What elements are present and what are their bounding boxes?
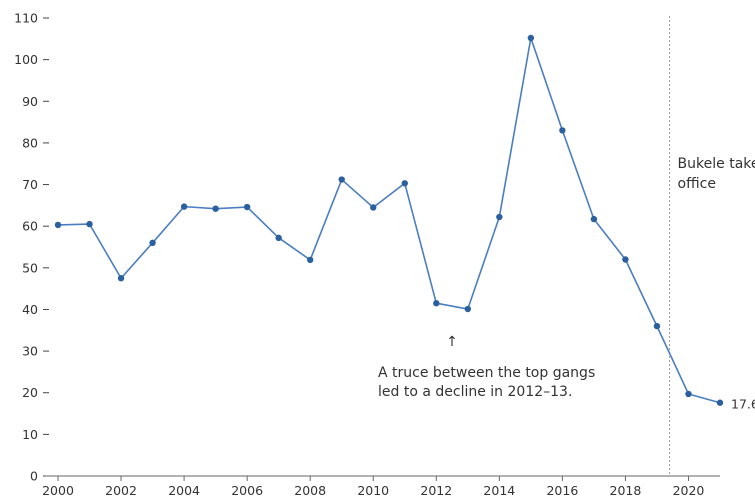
- y-tick-label: 40: [22, 302, 38, 317]
- x-axis: 2000 2002 2004 2006 2008 2010 2012 2014 2016 2018…: [42, 475, 720, 498]
- data-point: [496, 213, 503, 221]
- data-point: [212, 205, 219, 212]
- y-tick-label: 70: [22, 177, 38, 192]
- x-tick-label: 2002: [105, 483, 137, 498]
- data-point: [464, 305, 472, 313]
- data-point: [149, 239, 156, 247]
- data-point: [117, 275, 125, 282]
- y-tick-label: 90: [22, 94, 38, 109]
- x-tick-label: 2020: [673, 483, 705, 498]
- data-point: [275, 234, 282, 242]
- data-point: [401, 180, 408, 187]
- data-point: [306, 256, 314, 264]
- x-tick-label: 2006: [231, 483, 263, 498]
- y-tick-label: 50: [22, 260, 38, 275]
- y-axis: 0 10 20 30 40 50 60 70 80 90 100 110: [14, 11, 49, 484]
- data-point: [559, 127, 566, 134]
- bukele-marker-label: Bukele takes: [678, 156, 755, 172]
- annotation-arrow: ↑: [446, 334, 458, 350]
- data-point: [243, 203, 251, 211]
- y-tick-label: 10: [22, 427, 38, 442]
- data-point: [716, 399, 724, 406]
- y-tick-label: 80: [22, 135, 38, 150]
- data-point: [653, 322, 661, 330]
- data-point: [54, 221, 62, 229]
- annotation-layer: ↑ A truce between the top gangs led to a d…: [378, 334, 595, 400]
- data-point: [433, 300, 440, 307]
- y-tick-label: 100: [14, 52, 38, 67]
- bukele-marker-label: office: [678, 176, 716, 192]
- y-tick-label: 60: [22, 219, 38, 234]
- x-tick-label: 2014: [483, 483, 515, 498]
- x-tick-label: 2018: [610, 483, 642, 498]
- x-tick-label: 2000: [42, 483, 74, 498]
- data-point: [338, 176, 345, 183]
- y-tick-label: 110: [14, 11, 38, 26]
- x-tick-label: 2012: [420, 483, 452, 498]
- data-point: [370, 204, 377, 211]
- data-point: [622, 256, 629, 263]
- end-value-label: 17.6: [731, 397, 755, 412]
- data-point: [527, 34, 535, 42]
- y-tick-label: 0: [30, 469, 38, 484]
- data-point: [590, 215, 598, 223]
- y-tick-label: 30: [22, 344, 38, 359]
- series-line: [57, 37, 721, 404]
- truce-annotation-text: led to a decline in 2012–13.: [378, 384, 572, 400]
- x-tick-label: 2008: [294, 483, 326, 498]
- marker-line-layer: Bukele takes office: [669, 16, 755, 476]
- x-tick-label: 2010: [357, 483, 389, 498]
- data-point: [86, 220, 93, 228]
- data-point: [685, 390, 692, 398]
- x-tick-label: 2016: [546, 483, 578, 498]
- x-tick-label: 2004: [168, 483, 200, 498]
- data-point: [180, 203, 188, 210]
- y-tick-label: 20: [22, 385, 38, 400]
- series-layer: 17.6: [54, 34, 755, 412]
- truce-annotation-text: A truce between the top gangs: [378, 365, 595, 381]
